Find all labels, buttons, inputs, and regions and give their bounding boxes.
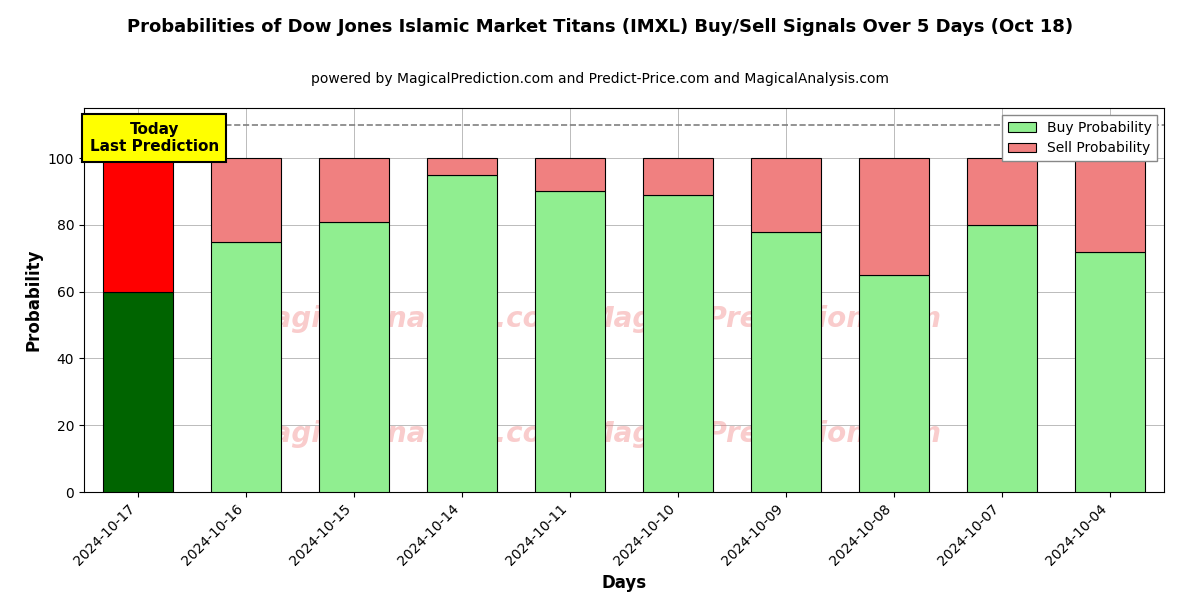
Bar [967,158,1037,225]
Bar [967,225,1037,492]
Text: MagicalPrediction.com: MagicalPrediction.com [587,421,942,448]
Bar [319,221,389,492]
Text: Today
Last Prediction: Today Last Prediction [90,122,218,154]
Bar [643,195,713,492]
Text: MagicalAnalysis.com: MagicalAnalysis.com [245,421,571,448]
Text: MagicalPrediction.com: MagicalPrediction.com [587,305,942,333]
Bar [427,158,497,175]
Bar [859,275,929,492]
Text: MagicalAnalysis.com: MagicalAnalysis.com [245,305,571,333]
Bar [859,158,929,275]
Bar [535,158,605,191]
Text: powered by MagicalPrediction.com and Predict-Price.com and MagicalAnalysis.com: powered by MagicalPrediction.com and Pre… [311,72,889,86]
Bar [211,242,281,492]
Y-axis label: Probability: Probability [24,249,42,351]
Bar [427,175,497,492]
Legend: Buy Probability, Sell Probability: Buy Probability, Sell Probability [1002,115,1157,161]
Bar [319,158,389,221]
Bar [751,232,821,492]
Bar [535,191,605,492]
X-axis label: Days: Days [601,574,647,592]
Bar [211,158,281,242]
Bar [1075,158,1145,251]
Bar [1075,251,1145,492]
Bar [103,158,173,292]
Bar [751,158,821,232]
Bar [643,158,713,195]
Text: Probabilities of Dow Jones Islamic Market Titans (IMXL) Buy/Sell Signals Over 5 : Probabilities of Dow Jones Islamic Marke… [127,18,1073,36]
Bar [103,292,173,492]
